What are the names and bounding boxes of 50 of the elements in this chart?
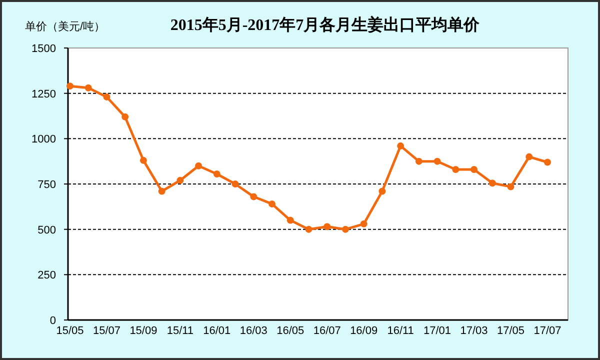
point (176, 176, 184, 184)
x-tick-label: 15/11 (166, 325, 194, 337)
chart-title: 2015年5月-2017年7月各月生姜出口平均单价 (170, 15, 481, 34)
point (397, 142, 404, 150)
point (360, 220, 368, 228)
x-tick-label: 16/07 (313, 325, 341, 337)
point (250, 193, 258, 200)
x-tick-label: 17/05 (496, 325, 525, 337)
x-tick-label: 15/09 (130, 325, 158, 337)
point (415, 158, 422, 165)
point (544, 158, 551, 166)
y-tick-label: 1000 (32, 134, 56, 146)
point (140, 156, 147, 164)
point (122, 113, 129, 120)
point (507, 183, 514, 190)
x-tick-label: 16/01 (203, 325, 231, 337)
point (324, 223, 331, 230)
point (378, 188, 386, 195)
y-tick-label: 250 (38, 270, 56, 282)
x-tick-label: 17/01 (424, 325, 452, 337)
point (470, 166, 478, 173)
point (84, 84, 92, 92)
point (232, 180, 239, 188)
x-tick-label: 17/03 (460, 325, 488, 337)
point (452, 166, 460, 173)
point (213, 170, 220, 178)
point (286, 216, 294, 224)
x-tick-label: 16/11 (387, 325, 414, 337)
y-tick-label: 1250 (32, 88, 56, 100)
y-axis-title: 单价（美元/吨） (25, 20, 106, 33)
x-tick-label: 17/07 (534, 325, 562, 337)
point (103, 93, 110, 100)
x-tick-label: 15/05 (56, 325, 84, 337)
point (195, 162, 202, 170)
point (268, 200, 276, 208)
y-tick-label: 0 (50, 315, 56, 327)
y-tick-label: 1500 (32, 43, 56, 55)
x-tick-label: 15/07 (92, 325, 120, 337)
point (66, 82, 74, 90)
y-tick-label: 750 (38, 179, 56, 191)
x-tick-label: 16/05 (276, 325, 304, 337)
x-tick-label: 16/09 (350, 325, 378, 337)
point (488, 180, 496, 187)
y-tick-label: 500 (38, 224, 56, 236)
x-tick-label: 16/03 (240, 325, 268, 337)
point (342, 226, 349, 233)
point (526, 153, 533, 160)
point (158, 188, 166, 195)
point (434, 158, 441, 165)
point (305, 226, 312, 233)
